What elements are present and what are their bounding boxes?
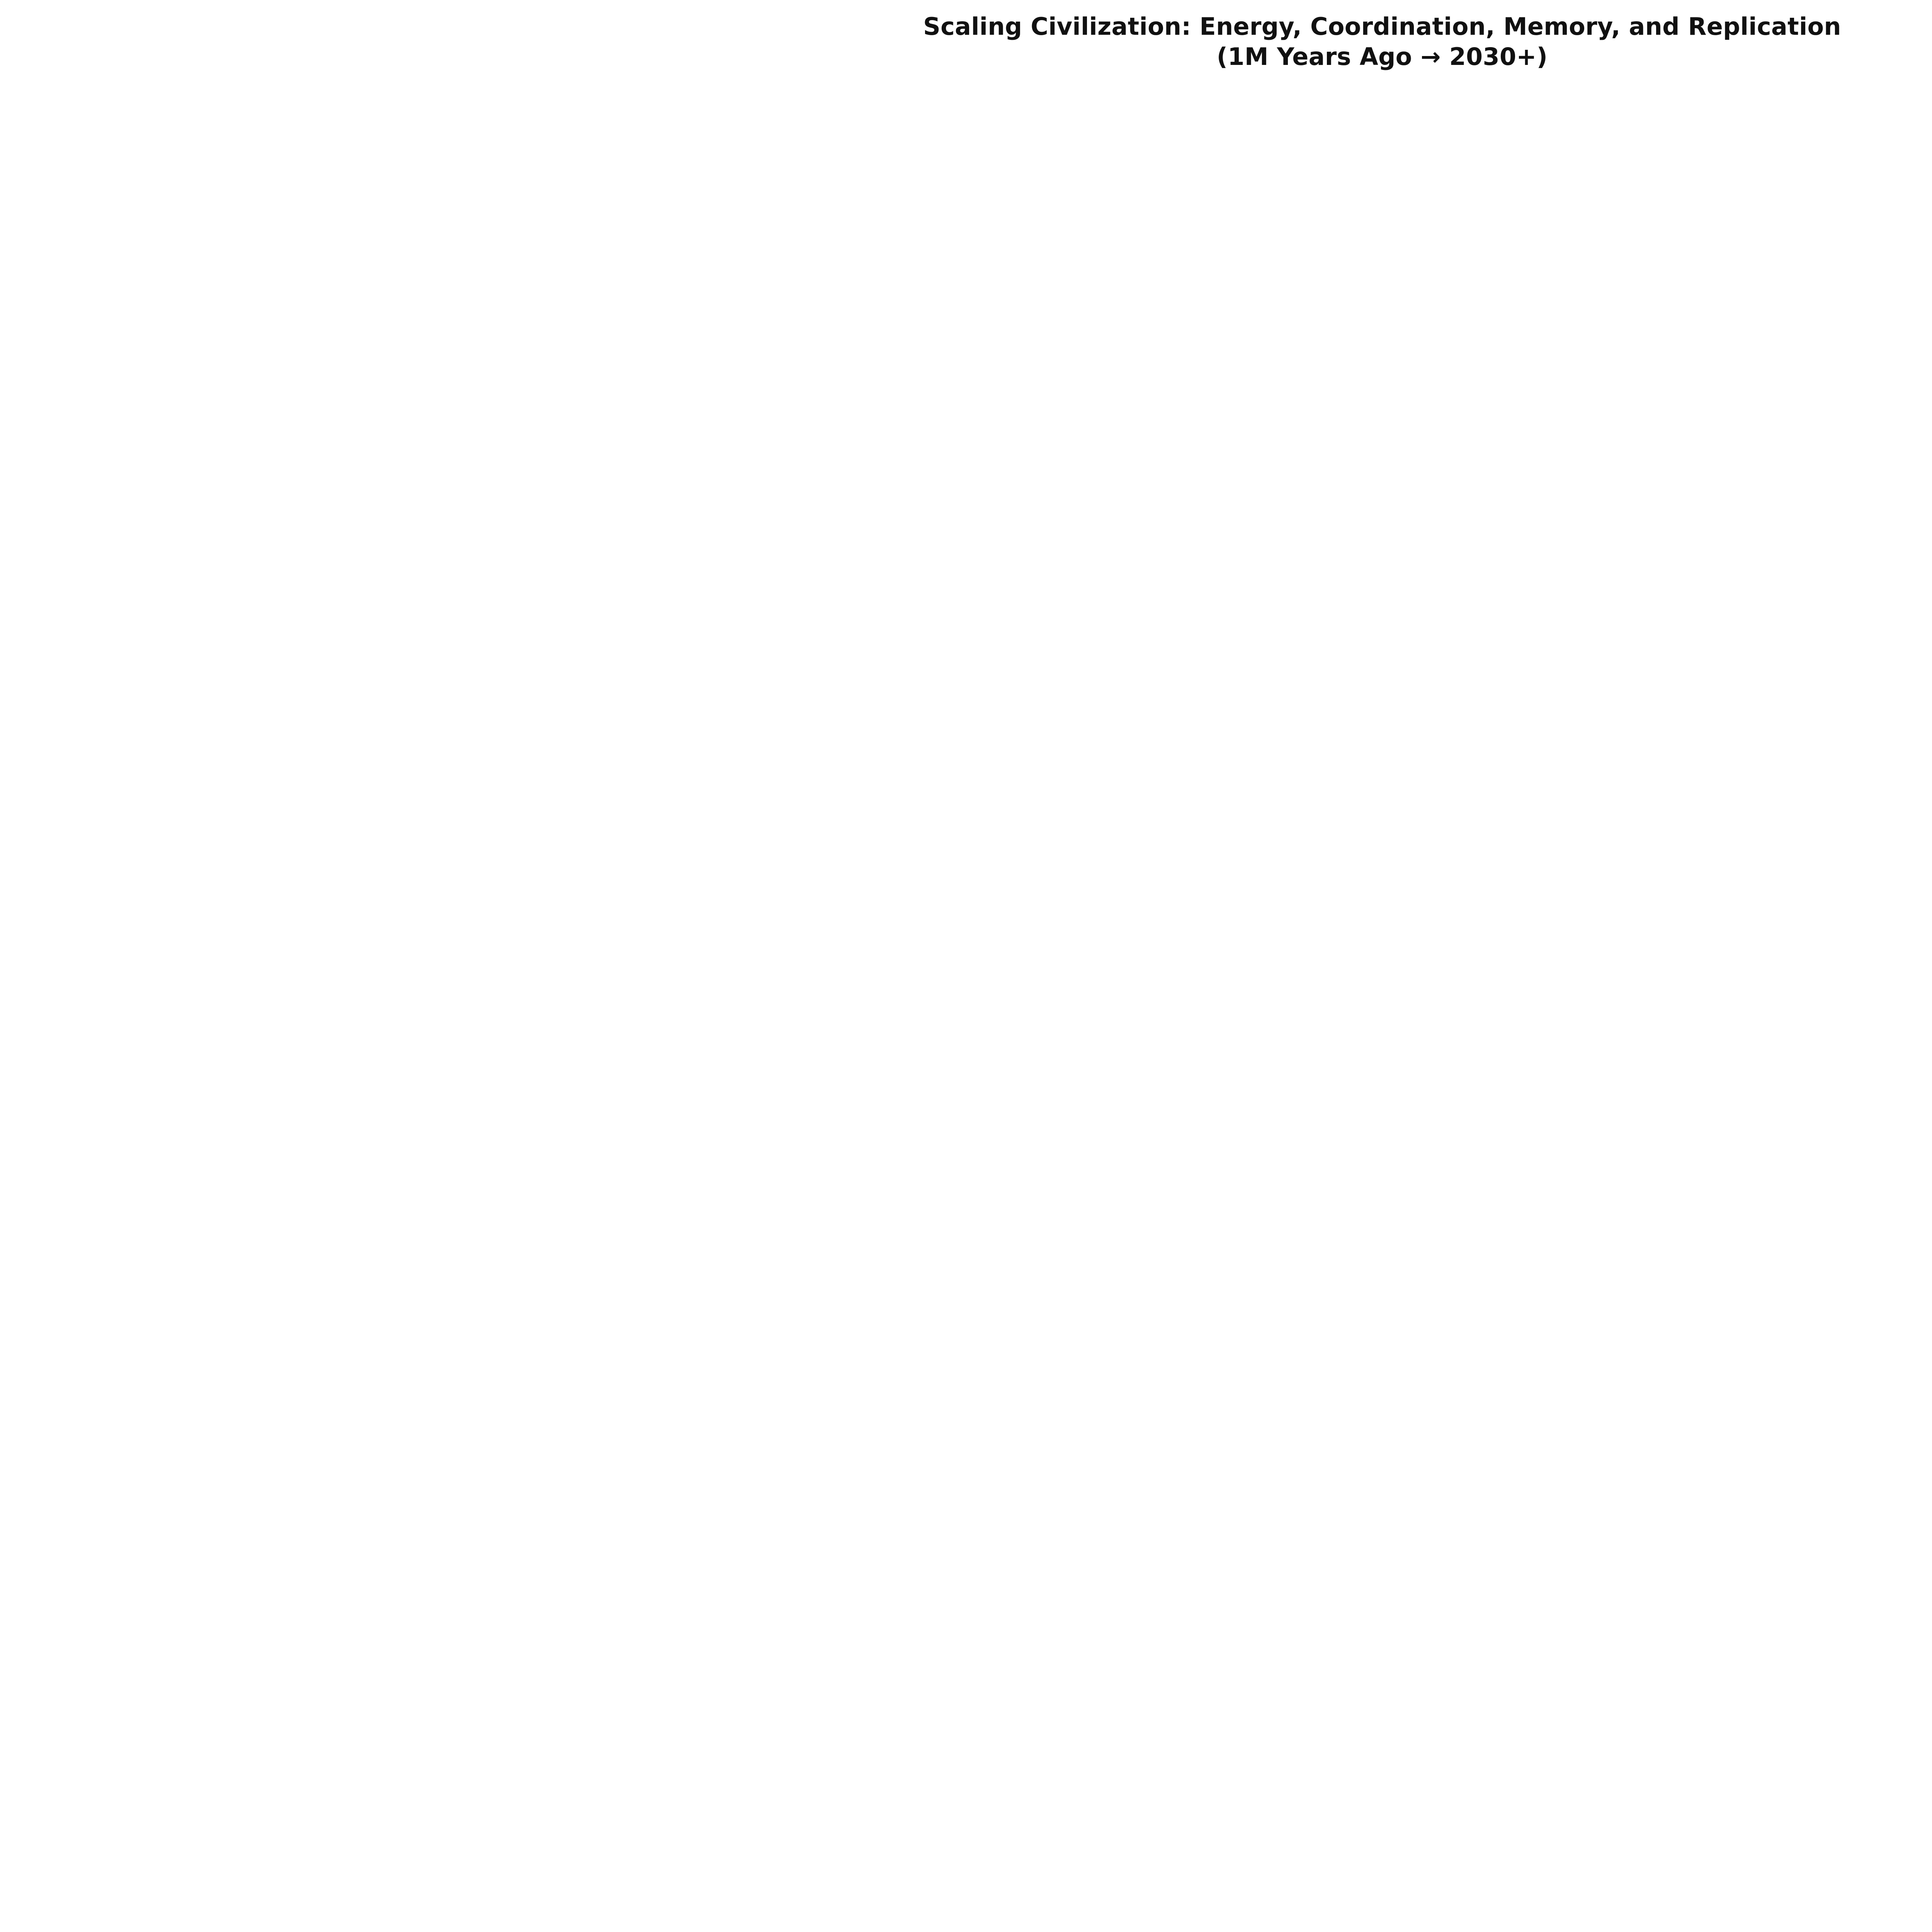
chart-title-line1: Scaling Civilization: Energy, Coordinati… <box>923 12 1841 41</box>
chart-title: Scaling Civilization: Energy, Coordinati… <box>0 12 1932 71</box>
chart-title-line2: (1M Years Ago → 2030+) <box>1216 42 1548 71</box>
